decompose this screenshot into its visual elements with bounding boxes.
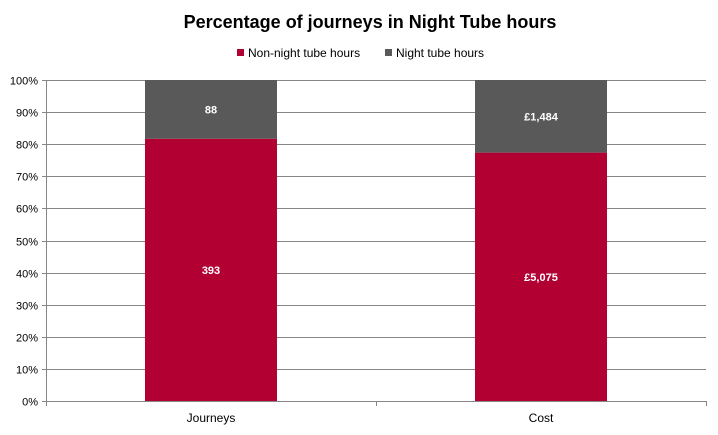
y-tick-label: 30% — [16, 301, 38, 313]
bar-segment-non-night-journeys — [145, 138, 277, 401]
bar-segment-night-journeys — [145, 80, 277, 139]
y-tick-label: 0% — [22, 397, 38, 409]
x-tick-label: Journeys — [187, 411, 236, 425]
legend-swatch — [385, 49, 392, 56]
bars: 393 88 £5,075 £1,484 — [145, 80, 607, 401]
y-tick-label: 40% — [16, 269, 38, 281]
legend-swatch — [237, 49, 244, 56]
chart-title: Percentage of journeys in Night Tube hou… — [184, 12, 557, 32]
data-label: £5,075 — [524, 272, 558, 284]
y-tick-label: 100% — [10, 76, 38, 88]
legend: Non-night tube hours Night tube hours — [237, 46, 484, 60]
y-axis: 0% 10% 20% 30% 40% 50% 60% 70% 80% 90% 100% — [10, 76, 47, 409]
legend-label: Night tube hours — [396, 46, 484, 60]
data-label: 393 — [202, 265, 220, 277]
x-tick-label: Cost — [529, 411, 554, 425]
y-tick-label: 20% — [16, 333, 38, 345]
y-tick-label: 10% — [16, 365, 38, 377]
legend-label: Non-night tube hours — [248, 46, 360, 60]
bar-segment-non-night-cost — [475, 152, 607, 401]
y-tick-label: 60% — [16, 204, 38, 216]
data-label: 88 — [205, 104, 217, 116]
y-tick-label: 90% — [16, 108, 38, 120]
data-label: £1,484 — [524, 111, 559, 123]
y-tick-label: 80% — [16, 140, 38, 152]
bar-segment-night-cost — [475, 80, 607, 153]
x-axis: Journeys Cost — [46, 401, 707, 425]
y-tick-label: 70% — [16, 172, 38, 184]
y-tick-label: 50% — [16, 237, 38, 249]
